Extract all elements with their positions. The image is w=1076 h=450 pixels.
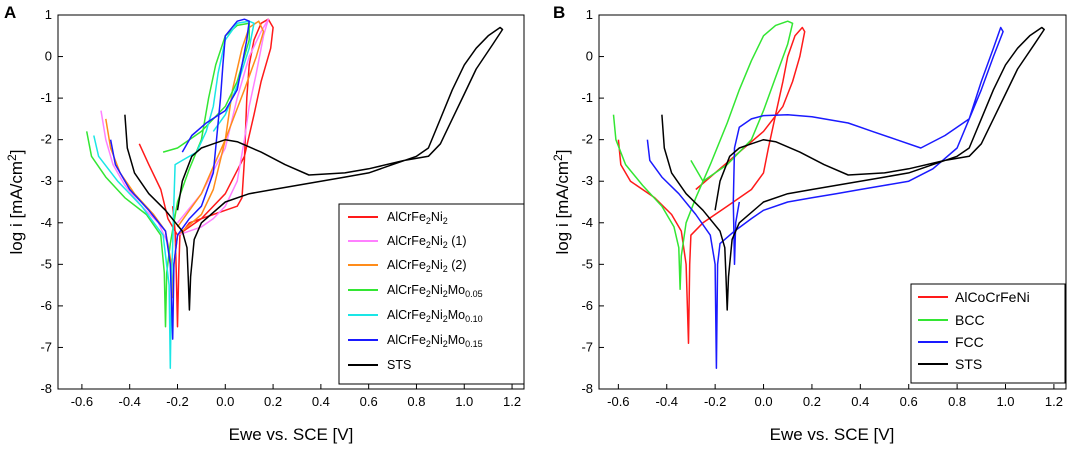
- legend-label: STS: [387, 358, 411, 372]
- legend-entry-alcrfe2ni2-2: AlCrFe2Ni2 (2): [348, 258, 467, 274]
- legend-entry-alcrfe2ni2mo010: AlCrFe2Ni2Mo0.10: [348, 308, 483, 324]
- y-tick-label: -7: [40, 339, 52, 354]
- x-tick-label: -0.4: [118, 394, 140, 409]
- series-line-bcc: [612, 20, 794, 291]
- panel-b-legend-box: [910, 283, 1066, 384]
- y-tick-label: -1: [40, 90, 52, 105]
- panel-a: A -0.6 -0.4 -0.2 0.0 0.2 0.4 0.6 0.8 1.0 1.2 1 0 -1…: [4, 3, 525, 444]
- y-tick-label: -4: [40, 215, 52, 230]
- y-tick-label: -6: [581, 298, 593, 313]
- panel-b-plot-frame: [598, 14, 1067, 390]
- legend-label: AlCrFe2Ni2: [387, 210, 448, 226]
- panel-a-y-axis-label: log i [mA/cm2]: [5, 150, 26, 255]
- x-tick-label: 0.4: [851, 394, 869, 409]
- legend-label: STS: [955, 356, 982, 372]
- legend-label: AlCrFe2Ni2Mo0.05: [387, 283, 483, 299]
- legend-entry-sts: STS: [918, 356, 982, 372]
- x-tick-label: -0.6: [71, 394, 93, 409]
- panel-b-label: B: [553, 3, 565, 22]
- panel-a-label: A: [4, 3, 16, 22]
- y-tick-label: -4: [581, 215, 593, 230]
- y-tick-label: 1: [586, 7, 593, 22]
- x-tick-label: 0.8: [948, 394, 966, 409]
- series-line-fcc: [646, 26, 1004, 369]
- y-tick-label: -8: [40, 381, 52, 396]
- x-tick-label: 1.2: [1045, 394, 1063, 409]
- y-tick-label: -3: [581, 173, 593, 188]
- legend-label: AlCoCrFeNi: [955, 289, 1030, 305]
- panel-b-x-ticks: -0.6 -0.4 -0.2 0.0 0.2 0.4 0.6 0.8 1.0 1.2: [607, 384, 1063, 409]
- legend-label: BCC: [955, 312, 985, 328]
- x-tick-label: -0.6: [607, 394, 629, 409]
- y-tick-label: 0: [586, 49, 593, 64]
- panel-b: B -0.6 -0.4 -0.2 0.0 0.2 0.4 0.6 0.8 1.0 1.2 1 0 -1…: [551, 3, 1067, 444]
- panel-b-y-ticks: 1 0 -1 -2 -3 -4 -5 -6 -7 -8: [581, 7, 604, 396]
- y-tick-label: 0: [45, 49, 52, 64]
- panel-b-legend: AlCoCrFeNi BCC FCC STS: [910, 283, 1066, 384]
- panel-b-y-axis-label: log i [mA/cm2]: [551, 150, 572, 255]
- panel-a-series: [85, 18, 504, 369]
- series-line-sts: [124, 26, 504, 311]
- x-tick-label: 0.0: [754, 394, 772, 409]
- x-tick-label: 0.2: [264, 394, 282, 409]
- panel-a-legend: AlCrFe2Ni2 AlCrFe2Ni2 (1) AlCrFe2Ni2 (2)…: [338, 203, 525, 385]
- y-tick-label: -7: [581, 339, 593, 354]
- x-tick-label: 0.8: [407, 394, 425, 409]
- series-line-alcocrfeni: [617, 26, 806, 345]
- legend-label: AlCrFe2Ni2Mo0.10: [387, 308, 483, 324]
- y-tick-label: -2: [40, 132, 52, 147]
- legend-entry-alcrfe2ni2: AlCrFe2Ni2: [348, 210, 448, 226]
- legend-entry-sts: STS: [348, 358, 411, 372]
- x-tick-label: -0.2: [704, 394, 726, 409]
- y-tick-label: 1: [45, 7, 52, 22]
- legend-label: AlCrFe2Ni2 (2): [387, 258, 467, 274]
- x-tick-label: 0.6: [360, 394, 378, 409]
- panel-a-x-ticks: -0.6 -0.4 -0.2 0.0 0.2 0.4 0.6 0.8 1.0 1.2: [71, 384, 521, 409]
- panel-a-y-ticks: 1 0 -1 -2 -3 -4 -5 -6 -7 -8: [40, 7, 63, 396]
- legend-label: AlCrFe2Ni2 (1): [387, 234, 467, 250]
- panel-a-x-axis-label: Ewe vs. SCE [V]: [229, 425, 354, 444]
- y-tick-label: -5: [40, 256, 52, 271]
- series-line-alcrfe2ni2mo0-15: [109, 18, 250, 340]
- series-line-alcrfe2ni2mo0-10: [93, 20, 255, 369]
- panel-b-x-axis-label: Ewe vs. SCE [V]: [770, 425, 895, 444]
- x-tick-label: -0.4: [656, 394, 678, 409]
- panel-b-series: [612, 20, 1045, 369]
- series-line-alcrfe2ni2mo0-05: [85, 22, 250, 328]
- y-tick-label: -8: [581, 381, 593, 396]
- y-tick-label: -5: [581, 256, 593, 271]
- x-tick-label: 1.0: [996, 394, 1014, 409]
- legend-label: FCC: [955, 334, 984, 350]
- legend-entry-alcrfe2ni2mo015: AlCrFe2Ni2Mo0.15: [348, 333, 483, 349]
- x-tick-label: -0.2: [166, 394, 188, 409]
- legend-entry-alcrfe2ni2mo005: AlCrFe2Ni2Mo0.05: [348, 283, 483, 299]
- legend-entry-alcrfe2ni2-1: AlCrFe2Ni2 (1): [348, 234, 467, 250]
- y-tick-label: -1: [581, 90, 593, 105]
- y-tick-label: -6: [40, 298, 52, 313]
- legend-entry-alcocrfeni: AlCoCrFeNi: [918, 289, 1030, 305]
- x-tick-label: 0.4: [312, 394, 330, 409]
- legend-entry-fcc: FCC: [918, 334, 984, 350]
- panel-a-legend-box: [338, 203, 525, 385]
- panel-a-plot-frame: [57, 14, 525, 390]
- x-tick-label: 0.6: [900, 394, 918, 409]
- legend-label: AlCrFe2Ni2Mo0.15: [387, 333, 483, 349]
- legend-entry-bcc: BCC: [918, 312, 985, 328]
- y-tick-label: -2: [581, 132, 593, 147]
- x-tick-label: 1.2: [503, 394, 521, 409]
- y-tick-label: -3: [40, 173, 52, 188]
- x-tick-label: 0.2: [803, 394, 821, 409]
- x-tick-label: 0.0: [216, 394, 234, 409]
- x-tick-label: 1.0: [455, 394, 473, 409]
- series-line-alcrfe2ni2: [138, 18, 274, 328]
- series-line-sts: [661, 26, 1045, 311]
